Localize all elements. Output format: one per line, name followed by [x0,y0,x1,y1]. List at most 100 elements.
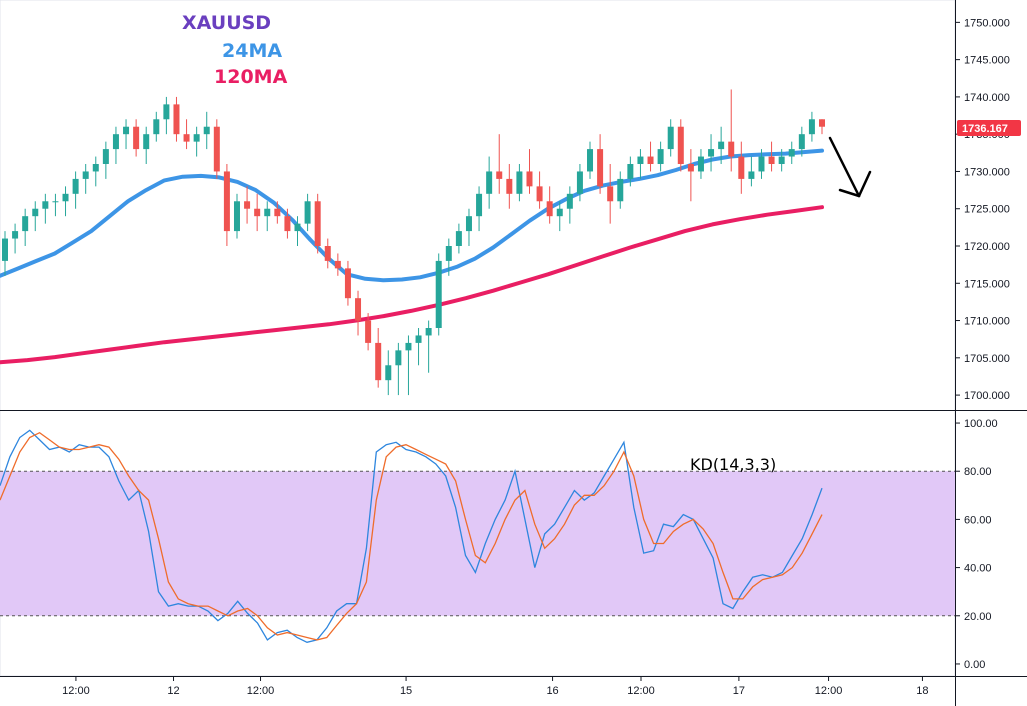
candle-body [808,119,815,135]
kd-tick-label: 80.00 [964,466,992,478]
last-price-label: 1736.167 [962,123,1008,135]
candle-body [344,268,351,299]
kd-oscillator-lines [0,429,823,643]
candle-body [22,216,29,232]
candle-body [133,126,140,150]
legend-ma24: 24MA [222,40,282,62]
candle-body [587,149,594,172]
candle-body [72,178,79,194]
candle-body [294,223,301,232]
candle-body [687,164,694,172]
moving-average-lines [0,148,824,365]
kd-tick-label: 100.00 [964,418,998,430]
candle-body [597,149,604,187]
candle-body [52,201,59,203]
candle-body [607,186,614,202]
candle-body [324,246,331,261]
time-tick-label: 12:00 [247,685,275,697]
candle-body [647,156,654,164]
candle-body [405,342,412,351]
candle-body [233,201,240,232]
candle-body [193,134,200,142]
candle-body [375,342,382,381]
candle-body [213,126,220,172]
last-price-tag-bg [957,120,1021,136]
candle-body [304,201,311,224]
candle-body [264,208,271,217]
price-tick-label: 1745.000 [964,55,1010,67]
legend-symbol: XAUUSD [182,12,271,34]
candle-body [788,149,795,157]
candle-body [758,156,765,172]
time-tick-label: 16 [546,685,558,697]
kd-d-line [0,431,823,641]
price-tick-label: 1720.000 [964,241,1010,253]
kd-tick-label: 20.00 [964,611,992,623]
candlestick-series [2,89,825,396]
candle-body [365,320,372,343]
time-tick-label: 12:00 [815,685,843,697]
price-tick-label: 1740.000 [964,92,1010,104]
candle-body [496,171,503,179]
candle-body [254,208,261,217]
time-tick-label: 17 [733,685,745,697]
candle-body [667,126,674,150]
candle-body [738,156,745,179]
price-tick-label: 1730.000 [964,166,1010,178]
price-tick-label: 1710.000 [964,316,1010,328]
candle-body [486,171,493,194]
candle-body [284,216,291,232]
down-arrow-icon [828,136,872,198]
candle-body [203,126,210,135]
candle-body [476,193,483,217]
candle-body [465,216,472,232]
candle-body [102,149,109,164]
time-tick-label: 15 [400,685,412,697]
candle-body [506,178,513,194]
candle-body [415,335,422,343]
candle-body [798,134,805,150]
candle-body [728,141,735,157]
candle-body [677,126,684,164]
ma120-line [0,205,824,365]
candle-body [153,119,160,135]
candle-body [395,350,402,366]
kd-tick-label: 40.00 [964,563,992,575]
candle-body [173,104,180,135]
price-tick-label: 1725.000 [964,204,1010,216]
candle-body [82,171,89,179]
candle-body [334,260,341,269]
candle-body [455,231,462,246]
candle-body [112,134,119,150]
candle-body [223,171,230,232]
candle-body [576,171,583,194]
candle-body [425,328,432,336]
candle-body [123,126,130,135]
candle-body [2,238,8,261]
last-price-tag: 1736.167 [957,120,1021,136]
kd-axis[interactable]: 100.00 80.00 60.00 40.00 20.00 0.00 [955,418,998,671]
candle-body [546,201,553,217]
time-tick-label: 12 [167,685,179,697]
legend-ma120: 120MA [214,66,288,88]
price-tick-label: 1715.000 [964,278,1010,290]
price-tick-label: 1705.000 [964,353,1010,365]
candle-body [92,164,99,172]
candle-body [566,193,573,209]
kd-k-line [0,429,823,643]
price-axis[interactable]: 1750.0001745.0001740.0001735.0001730.000… [955,17,1010,402]
candle-body [768,156,775,164]
kd-title: KD(14,3,3) [690,455,776,474]
candle-body [637,156,644,164]
candle-body [718,141,725,150]
candle-body [627,164,634,179]
candle-body [617,178,624,202]
candle-body [445,246,452,261]
candle-body [274,208,281,217]
kd-overbought-oversold-band [0,470,955,617]
time-tick-label: 18 [916,685,928,697]
candle-body [244,201,251,209]
time-axis[interactable]: 12:00 12 12:00 15 16 12:00 17 12:00 18 [62,676,929,697]
candle-body [748,171,755,179]
